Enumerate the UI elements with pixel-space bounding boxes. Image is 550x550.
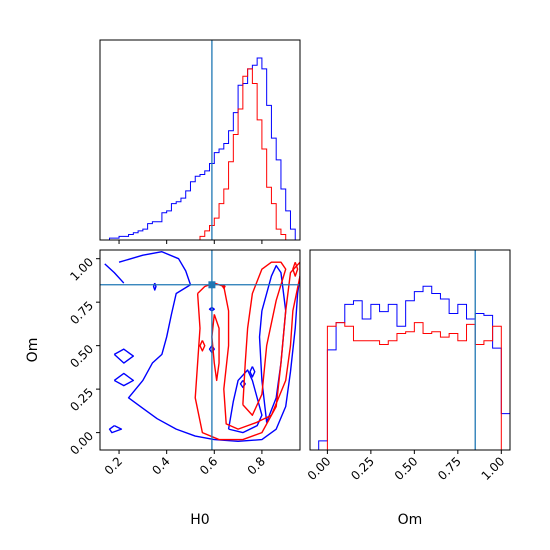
h0-marginal-frame — [99, 39, 301, 241]
x-tick-label: 0.2 — [102, 454, 125, 477]
om-vs-h0-ticks: 0.2 0.4 0.6 0.8 0.00 0.25 0.50 0.75 1.00 — [67, 255, 268, 478]
contour-red-0 — [194, 261, 300, 441]
contour-blue-2 — [152, 282, 157, 291]
histogram-series-blue — [310, 285, 510, 450]
contour-blue-11 — [249, 366, 256, 378]
x-tick-label: 0.75 — [435, 454, 464, 483]
x-tick-label: 0.25 — [348, 454, 377, 483]
y-axis-label-om: Om — [25, 338, 41, 363]
contour-red-2 — [211, 314, 220, 382]
histogram-series-red — [100, 68, 300, 240]
histogram-series-group — [100, 40, 300, 240]
x-axis-label-om: Om — [398, 512, 423, 528]
y-tick-label: 1.00 — [67, 255, 96, 284]
contour-group — [100, 250, 300, 450]
om-marginal-frame — [309, 249, 511, 451]
om-vs-h0-panel: 0.2 0.4 0.6 0.8 0.00 0.25 0.50 0.75 1.00 H0 Om — [25, 249, 301, 528]
contour-blue-4 — [113, 372, 135, 387]
histogram-series-blue — [100, 57, 300, 240]
contour-blue-6 — [227, 369, 263, 434]
truth-marker — [208, 281, 216, 289]
x-tick-label: 0.6 — [197, 454, 220, 477]
om-marginal-plot-area — [310, 250, 510, 450]
contour-blue-7 — [258, 264, 287, 423]
x-tick-label: 0.4 — [149, 454, 172, 477]
contour-blue-0 — [118, 251, 300, 443]
contour-red-3 — [221, 284, 226, 289]
y-tick-label: 0.25 — [67, 385, 96, 414]
x-tick-label: 0.50 — [392, 454, 421, 483]
contour-blue-3 — [104, 263, 125, 284]
contour-red-4 — [199, 340, 206, 352]
y-tick-label: 0.75 — [67, 298, 96, 327]
contour-blue-1 — [108, 425, 123, 434]
h0-marginal-plot-area — [100, 40, 300, 240]
contour-red-5 — [292, 261, 299, 277]
h0-marginal-panel — [99, 39, 301, 244]
y-tick-label: 0.50 — [67, 342, 96, 371]
contour-red-1 — [242, 261, 287, 416]
om-marginal-ticks: 0.00 0.25 0.50 0.75 1.00 — [305, 450, 508, 483]
x-axis-label-h0: H0 — [190, 512, 209, 528]
om-vs-h0-frame — [99, 249, 301, 451]
h0-marginal-ticks — [118, 240, 263, 244]
x-tick-label: 0.8 — [245, 454, 268, 477]
contour-blue-5 — [113, 348, 135, 364]
histogram-series-red — [310, 322, 510, 450]
x-tick-label: 1.00 — [479, 454, 508, 483]
x-tick-label: 0.00 — [305, 454, 334, 483]
y-tick-label: 0.00 — [67, 429, 96, 458]
histogram-series-group — [310, 250, 510, 450]
om-vs-h0-plot-area — [100, 250, 300, 450]
om-marginal-panel: 0.00 0.25 0.50 0.75 1.00 Om — [305, 249, 511, 528]
